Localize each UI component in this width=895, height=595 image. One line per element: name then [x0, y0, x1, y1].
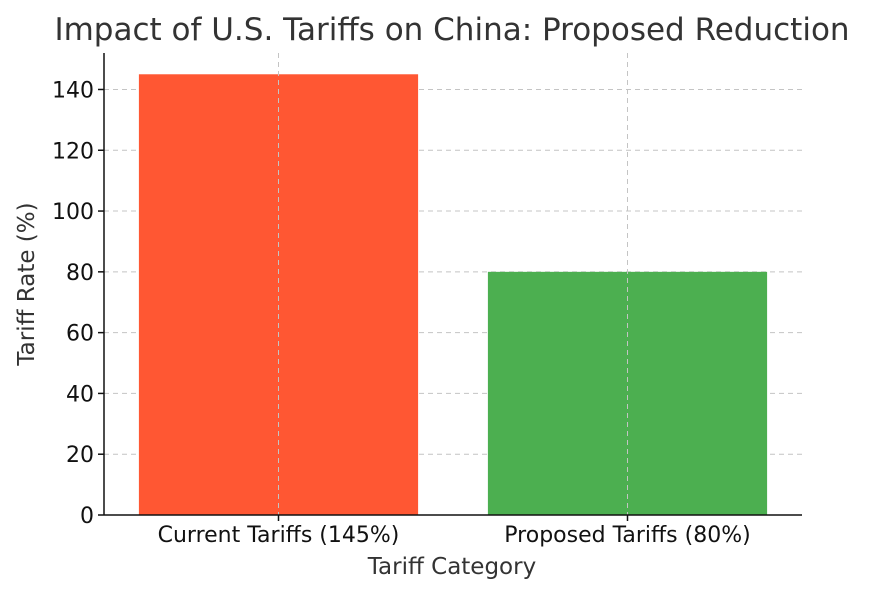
- y-tick-label: 140: [52, 78, 94, 103]
- x-tick-label: Proposed Tariffs (80%): [504, 523, 750, 548]
- y-tick-label: 100: [52, 200, 94, 225]
- vertical-grid: [278, 53, 628, 515]
- y-tick-label: 0: [80, 504, 94, 529]
- bars: [138, 74, 768, 516]
- y-tick-label: 80: [66, 261, 94, 286]
- y-tick-label: 20: [66, 443, 94, 468]
- x-axis-label: Tariff Category: [367, 554, 536, 580]
- axes: [103, 53, 802, 516]
- chart-title: Impact of U.S. Tariffs on China: Propose…: [54, 12, 849, 48]
- y-tick-label: 60: [66, 322, 94, 347]
- x-tick-label: Current Tariffs (145%): [158, 523, 400, 548]
- bar: [138, 74, 419, 516]
- x-ticks: Current Tariffs (145%) Proposed Tariffs (…: [158, 515, 751, 548]
- y-tick-label: 40: [66, 382, 94, 407]
- bar: [487, 271, 768, 515]
- y-ticks: 0 20 40 60 80 100 120 140: [52, 78, 104, 529]
- y-axis-label: Tariff Rate (%): [14, 202, 40, 366]
- y-tick-label: 120: [52, 139, 94, 164]
